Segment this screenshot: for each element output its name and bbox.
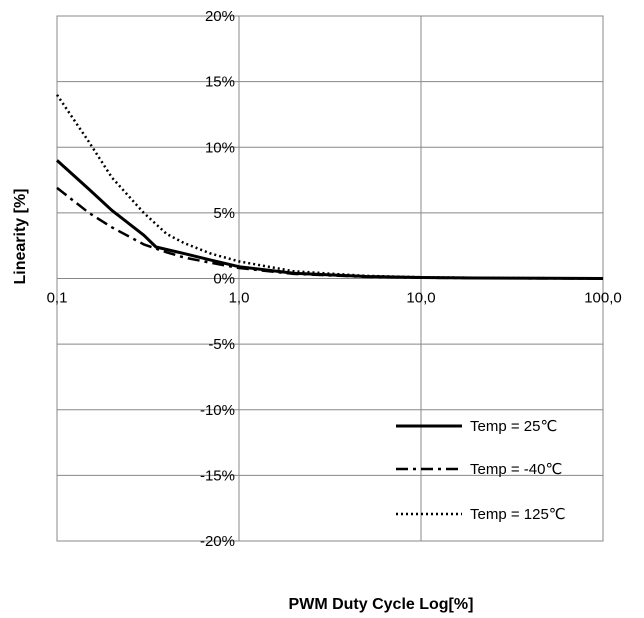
y-tick-label: 5%	[213, 205, 235, 222]
series-line-2	[56, 186, 604, 280]
legend-label-3: Temp = 125℃	[470, 506, 566, 523]
y-axis-tick-labels: 20% 15% 10% 5% 0% -5% -10% -15% -20%	[200, 8, 235, 550]
x-tick-label: 1,0	[229, 290, 250, 307]
x-tick-label: 100,0	[584, 290, 622, 307]
y-tick-label: 20%	[205, 8, 235, 25]
series-line-3	[55, 94, 604, 280]
y-axis-title: Linearity [%]	[12, 188, 29, 284]
y-tick-label: -5%	[208, 336, 235, 353]
y-tick-label: 10%	[205, 139, 235, 156]
y-tick-label: -20%	[200, 533, 235, 550]
legend-label-2: Temp = -40℃	[470, 461, 562, 478]
x-axis-title: PWM Duty Cycle Log[%]	[289, 596, 474, 613]
y-tick-label: 0%	[213, 271, 235, 288]
y-tick-label: -15%	[200, 467, 235, 484]
series-line-1	[55, 159, 604, 280]
x-axis-tick-labels: 0,1 1,0 10,0 100,0	[47, 290, 622, 307]
legend: Temp = 25℃ Temp = -40℃ Temp = 125℃	[396, 418, 566, 523]
x-tick-label: 10,0	[406, 290, 435, 307]
series-lines	[55, 94, 604, 280]
legend-label-1: Temp = 25℃	[470, 418, 557, 435]
y-tick-label: 15%	[205, 74, 235, 91]
x-tick-label: 0,1	[47, 290, 68, 307]
y-tick-label: -10%	[200, 402, 235, 419]
